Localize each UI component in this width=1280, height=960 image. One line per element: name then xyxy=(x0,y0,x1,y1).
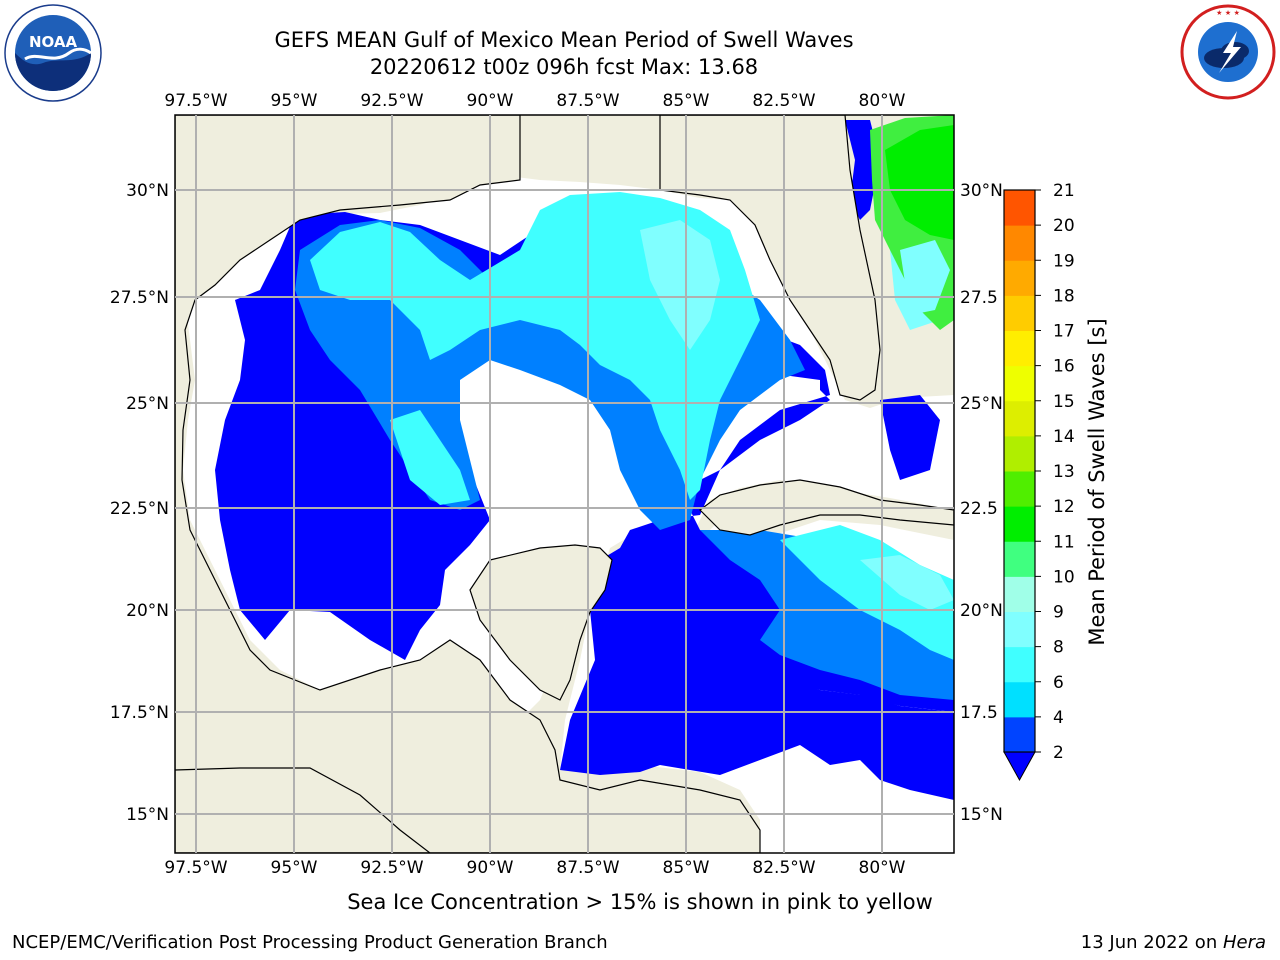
swell-6-8s-caribbean xyxy=(780,525,954,660)
lon-tick-label: 87.5°W xyxy=(556,91,619,111)
lat-tick-label-right: 22.5 xyxy=(960,499,998,519)
colorbar-tick-label: 13 xyxy=(1053,462,1075,482)
colorbar-tick-label: 4 xyxy=(1053,708,1064,728)
lat-tick-label-left: 15°N xyxy=(126,805,169,825)
colorbar-tick-label: 9 xyxy=(1053,603,1064,623)
colorbar-swatch xyxy=(1004,541,1035,577)
lon-tick-label: 87.5°W xyxy=(556,858,619,878)
colorbar-swatch xyxy=(1004,225,1035,261)
colorbar-tick-label: 21 xyxy=(1053,181,1075,201)
colorbar-tick-label: 17 xyxy=(1053,322,1075,342)
florida-land xyxy=(659,115,881,401)
colorbar-swatch xyxy=(1004,295,1035,331)
colorbar-tick-label: 19 xyxy=(1053,251,1075,271)
lat-tick-label-right: 17.5 xyxy=(960,703,998,723)
lat-tick-label-right: 30°N xyxy=(960,181,1003,201)
lon-tick-label: 92.5°W xyxy=(360,91,423,111)
lon-tick-label: 85°W xyxy=(663,91,710,111)
colorbar-swatch xyxy=(1004,646,1035,683)
swell-10-11s-atlantic xyxy=(885,125,954,240)
colorbar-tick-label: 12 xyxy=(1053,497,1075,517)
swell-2-4s-east xyxy=(880,395,940,480)
lat-tick-label-right: 27.5 xyxy=(960,288,998,308)
colorbar: 2 4 6 8 9 10 11 12 13 14 15 16 17 18 19 20 21 xyxy=(1003,181,1075,782)
colorbar-tick-label: 20 xyxy=(1053,216,1075,236)
colorbar-swatch xyxy=(1004,716,1035,753)
lat-tick-label-left: 25°N xyxy=(126,394,169,414)
lon-tick-label: 80°W xyxy=(859,858,906,878)
map-area xyxy=(175,115,954,853)
lon-tick-label: 82.5°W xyxy=(752,858,815,878)
swell-6-8s-west-lobe xyxy=(390,410,470,505)
colorbar-swatch xyxy=(1004,506,1035,542)
lat-tick-label-left: 27.5°N xyxy=(110,288,169,308)
colorbar-swatch xyxy=(1004,260,1035,296)
colorbar-swatch xyxy=(1004,471,1035,507)
noaa-logo: NOAA xyxy=(4,4,102,102)
date-text: 13 Jun 2022 on xyxy=(1080,932,1223,953)
lon-tick-label: 97.5°W xyxy=(164,858,227,878)
lon-tick-label: 97.5°W xyxy=(164,91,227,111)
colorbar-tick-label: 2 xyxy=(1053,743,1064,763)
swell-2-4s-west xyxy=(215,290,490,660)
tick-labels: 97.5°W 97.5°W 95°W 95°W 92.5°W 92.5°W 90°W 90°W… xyxy=(110,91,1003,878)
svg-text:NOAA: NOAA xyxy=(29,33,78,51)
swell-8-9s-caribbean xyxy=(860,555,954,610)
lat-tick-label-right: 15°N xyxy=(960,805,1003,825)
lon-tick-label: 95°W xyxy=(271,858,318,878)
swell-8-9s-region xyxy=(640,220,720,350)
lon-tick-label: 90°W xyxy=(467,858,514,878)
lat-tick-label-left: 20°N xyxy=(126,601,169,621)
colorbar-swatch xyxy=(1004,190,1035,226)
lon-tick-label: 92.5°W xyxy=(360,858,423,878)
colorbar-under-arrow xyxy=(1003,751,1036,782)
lon-tick-label: 95°W xyxy=(271,91,318,111)
chart-title: GEFS MEAN Gulf of Mexico Mean Period of … xyxy=(274,28,854,52)
lat-tick-label-right: 25°N xyxy=(960,394,1003,414)
colorbar-tick-label: 15 xyxy=(1053,392,1075,412)
colorbar-swatch xyxy=(1004,576,1035,612)
lat-tick-label-right: 20°N xyxy=(960,601,1003,621)
colorbar-tick-label: 16 xyxy=(1053,357,1075,377)
sea-ice-note: Sea Ice Concentration > 15% is shown in … xyxy=(347,890,933,914)
colorbar-swatch xyxy=(1004,611,1035,648)
colorbar-tick-label: 6 xyxy=(1053,673,1064,693)
colorbar-swatch xyxy=(1004,435,1035,472)
colorbar-tick-label: 8 xyxy=(1053,638,1064,658)
colorbar-swatch xyxy=(1004,400,1035,437)
colorbar-tick-label: 10 xyxy=(1053,567,1075,587)
colorbar-swatch xyxy=(1004,681,1035,718)
lat-tick-label-left: 22.5°N xyxy=(110,499,169,519)
caribbean-coast-land xyxy=(175,767,431,853)
colorbar-label: Mean Period of Swell Waves [s] xyxy=(1085,318,1109,646)
producer-credit: NCEP/EMC/Verification Post Processing Pr… xyxy=(12,932,608,953)
lat-tick-label-left: 17.5°N xyxy=(110,703,169,723)
svg-text:★ ★ ★: ★ ★ ★ xyxy=(1216,9,1240,17)
generation-date: 13 Jun 2022 on Hera xyxy=(1081,932,1266,953)
nws-logo: ★ ★ ★ xyxy=(1180,4,1276,100)
colorbar-swatch xyxy=(1004,330,1035,367)
colorbar-swatch xyxy=(1004,365,1035,402)
chart-subtitle: 20220612 t00z 096h fcst Max: 13.68 xyxy=(369,55,759,79)
lon-tick-label: 82.5°W xyxy=(752,91,815,111)
lon-tick-label: 80°W xyxy=(859,91,906,111)
map-frame xyxy=(174,114,955,854)
lon-tick-label: 85°W xyxy=(663,858,710,878)
lat-tick-label-left: 30°N xyxy=(126,181,169,201)
colorbar-tick-label: 14 xyxy=(1053,427,1075,447)
colorbar-tick-label: 11 xyxy=(1053,532,1075,552)
graticule xyxy=(175,115,954,853)
host-name: Hera xyxy=(1222,932,1266,953)
colorbar-tick-label: 18 xyxy=(1053,286,1075,306)
lon-tick-label: 90°W xyxy=(467,91,514,111)
swell-6-8s-region xyxy=(310,192,760,500)
